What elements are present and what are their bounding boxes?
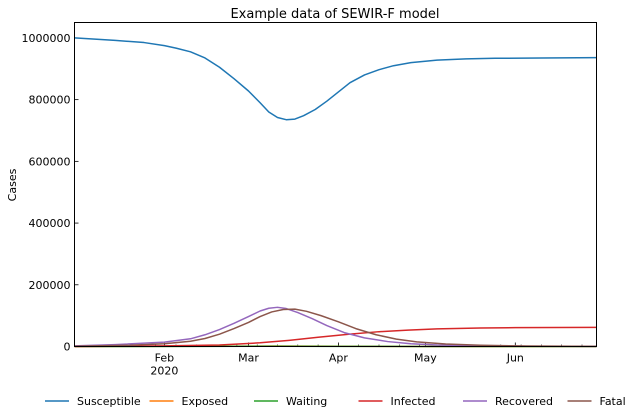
y-tick-label: 600000 — [29, 155, 71, 168]
legend: Susceptible Exposed Waiting Infected Recover… — [45, 395, 626, 408]
x-tick-label: Mar — [238, 352, 259, 365]
legend-label-exposed: Exposed — [182, 395, 229, 408]
legend-label-fatal: Fatal — [600, 395, 626, 408]
chart-title: Example data of SEWIR-F model — [230, 7, 439, 22]
legend-label-infected: Infected — [391, 395, 436, 408]
series-line-fatal — [74, 308, 597, 348]
x-tick-label: Jun — [506, 352, 524, 365]
y-axis-label: Cases — [6, 168, 19, 201]
series-line-susceptible — [74, 37, 597, 121]
y-tick-label: 400000 — [29, 217, 71, 230]
x-tick-sublabel: 2020 — [150, 365, 178, 378]
x-tick-label: Feb — [155, 352, 174, 365]
y-tick-label: 1000000 — [22, 32, 71, 45]
y-tick-label: 0 — [64, 341, 71, 354]
legend-label-waiting: Waiting — [286, 395, 327, 408]
y-tick-label: 800000 — [29, 94, 71, 107]
x-tick-label: May — [414, 352, 437, 365]
x-tick-label: Apr — [329, 352, 349, 365]
legend-label-susceptible: Susceptible — [77, 395, 141, 408]
legend-label-recovered: Recovered — [495, 395, 553, 408]
plot-frame — [74, 22, 597, 347]
series-line-recovered — [74, 306, 597, 348]
y-tick-label: 200000 — [29, 279, 71, 292]
